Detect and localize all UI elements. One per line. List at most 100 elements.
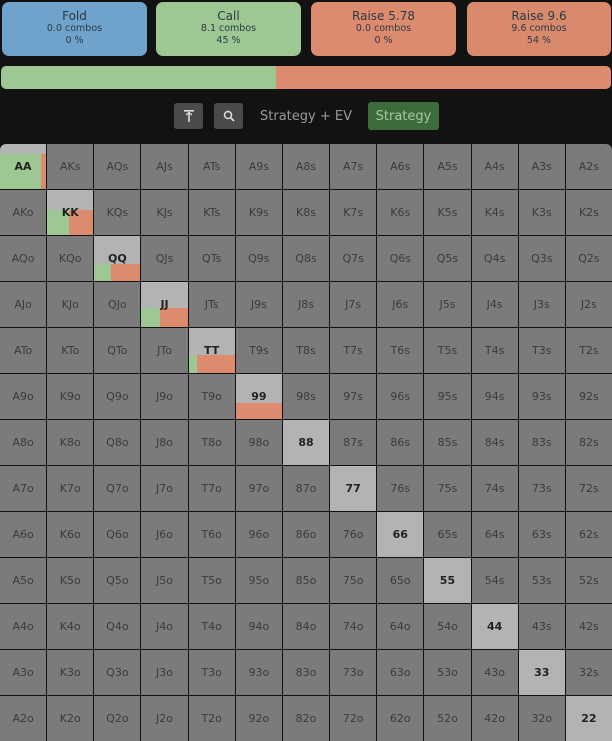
hand-cell-A7s[interactable]: A7s: [330, 144, 377, 189]
hand-cell-92o[interactable]: 92o: [235, 696, 282, 741]
strategy-tab[interactable]: Strategy: [368, 102, 439, 130]
hand-cell-KJs[interactable]: KJs: [141, 190, 188, 235]
hand-cell-84s[interactable]: 84s: [471, 420, 518, 465]
hand-cell-96o[interactable]: 96o: [235, 512, 282, 557]
hand-cell-K7s[interactable]: K7s: [330, 190, 377, 235]
hand-cell-43o[interactable]: 43o: [471, 650, 518, 695]
hand-cell-Q5o[interactable]: Q5o: [94, 558, 141, 603]
hand-cell-Q2o[interactable]: Q2o: [94, 696, 141, 741]
hand-cell-Q5s[interactable]: Q5s: [424, 236, 471, 281]
hand-cell-A2o[interactable]: A2o: [0, 696, 47, 741]
hand-cell-98o[interactable]: 98o: [235, 420, 282, 465]
hand-cell-62s[interactable]: 62s: [565, 512, 612, 557]
hand-cell-42o[interactable]: 42o: [471, 696, 518, 741]
hand-cell-AKo[interactable]: AKo: [0, 190, 47, 235]
hand-cell-87s[interactable]: 87s: [330, 420, 377, 465]
hand-cell-Q8s[interactable]: Q8s: [282, 236, 330, 281]
hand-cell-K4o[interactable]: K4o: [47, 604, 94, 649]
hand-cell-KQo[interactable]: KQo: [47, 236, 94, 281]
hand-cell-KK[interactable]: KK: [47, 190, 94, 235]
hand-cell-A3o[interactable]: A3o: [0, 650, 47, 695]
hand-cell-K2s[interactable]: K2s: [565, 190, 612, 235]
hand-cell-T4s[interactable]: T4s: [471, 328, 518, 373]
hand-cell-J7o[interactable]: J7o: [141, 466, 188, 511]
hand-cell-Q6s[interactable]: Q6s: [377, 236, 424, 281]
hand-cell-85s[interactable]: 85s: [424, 420, 471, 465]
hand-cell-53o[interactable]: 53o: [424, 650, 471, 695]
hand-cell-QQ[interactable]: QQ: [94, 236, 141, 281]
hand-cell-J4s[interactable]: J4s: [471, 282, 518, 327]
hand-cell-K5o[interactable]: K5o: [47, 558, 94, 603]
hand-cell-QTs[interactable]: QTs: [188, 236, 235, 281]
hand-cell-KTo[interactable]: KTo: [47, 328, 94, 373]
hand-cell-K8s[interactable]: K8s: [282, 190, 330, 235]
hand-cell-32o[interactable]: 32o: [518, 696, 565, 741]
action-raise-5-78-card[interactable]: Raise 5.78 0.0 combos 0 %: [311, 2, 456, 56]
hand-cell-K9o[interactable]: K9o: [47, 374, 94, 419]
hand-cell-Q7s[interactable]: Q7s: [330, 236, 377, 281]
hand-cell-JTo[interactable]: JTo: [141, 328, 188, 373]
hand-cell-T9o[interactable]: T9o: [188, 374, 235, 419]
hand-cell-A2s[interactable]: A2s: [565, 144, 612, 189]
hand-cell-42s[interactable]: 42s: [565, 604, 612, 649]
action-call-card[interactable]: Call 8.1 combos 45 %: [156, 2, 301, 56]
hand-cell-95o[interactable]: 95o: [235, 558, 282, 603]
hand-cell-96s[interactable]: 96s: [377, 374, 424, 419]
hand-cell-J8o[interactable]: J8o: [141, 420, 188, 465]
hand-cell-72s[interactable]: 72s: [565, 466, 612, 511]
hand-cell-T4o[interactable]: T4o: [188, 604, 235, 649]
hand-cell-94s[interactable]: 94s: [471, 374, 518, 419]
hand-cell-KTs[interactable]: KTs: [188, 190, 235, 235]
hand-cell-J3s[interactable]: J3s: [518, 282, 565, 327]
hand-cell-52o[interactable]: 52o: [424, 696, 471, 741]
hand-cell-Q2s[interactable]: Q2s: [565, 236, 612, 281]
hand-cell-52s[interactable]: 52s: [565, 558, 612, 603]
hand-cell-87o[interactable]: 87o: [282, 466, 330, 511]
hand-cell-T7o[interactable]: T7o: [188, 466, 235, 511]
hand-cell-84o[interactable]: 84o: [282, 604, 330, 649]
hand-cell-A4s[interactable]: A4s: [471, 144, 518, 189]
hand-cell-K3s[interactable]: K3s: [518, 190, 565, 235]
hand-cell-73o[interactable]: 73o: [330, 650, 377, 695]
hand-cell-86s[interactable]: 86s: [377, 420, 424, 465]
hand-cell-Q9o[interactable]: Q9o: [94, 374, 141, 419]
hand-cell-74o[interactable]: 74o: [330, 604, 377, 649]
hand-cell-K3o[interactable]: K3o: [47, 650, 94, 695]
hand-cell-J4o[interactable]: J4o: [141, 604, 188, 649]
hand-cell-97o[interactable]: 97o: [235, 466, 282, 511]
hand-cell-83o[interactable]: 83o: [282, 650, 330, 695]
hand-cell-76o[interactable]: 76o: [330, 512, 377, 557]
hand-cell-Q8o[interactable]: Q8o: [94, 420, 141, 465]
hand-cell-ATs[interactable]: ATs: [188, 144, 235, 189]
hand-cell-92s[interactable]: 92s: [565, 374, 612, 419]
hand-cell-A9o[interactable]: A9o: [0, 374, 47, 419]
hand-cell-93o[interactable]: 93o: [235, 650, 282, 695]
hand-cell-AQo[interactable]: AQo: [0, 236, 47, 281]
hand-cell-K4s[interactable]: K4s: [471, 190, 518, 235]
hand-cell-AJo[interactable]: AJo: [0, 282, 47, 327]
hand-cell-J9s[interactable]: J9s: [235, 282, 282, 327]
hand-cell-85o[interactable]: 85o: [282, 558, 330, 603]
hand-cell-K6o[interactable]: K6o: [47, 512, 94, 557]
hand-cell-A6o[interactable]: A6o: [0, 512, 47, 557]
hand-cell-J8s[interactable]: J8s: [282, 282, 330, 327]
hand-cell-K6s[interactable]: K6s: [377, 190, 424, 235]
hand-cell-55[interactable]: 55: [424, 558, 471, 603]
hand-cell-Q3o[interactable]: Q3o: [94, 650, 141, 695]
hand-cell-83s[interactable]: 83s: [518, 420, 565, 465]
hand-cell-J9o[interactable]: J9o: [141, 374, 188, 419]
hand-cell-A3s[interactable]: A3s: [518, 144, 565, 189]
hand-cell-54o[interactable]: 54o: [424, 604, 471, 649]
hand-cell-Q4s[interactable]: Q4s: [471, 236, 518, 281]
hand-cell-A8s[interactable]: A8s: [282, 144, 330, 189]
hand-cell-98s[interactable]: 98s: [282, 374, 330, 419]
hand-cell-33[interactable]: 33: [518, 650, 565, 695]
hand-cell-T6s[interactable]: T6s: [377, 328, 424, 373]
hand-cell-K2o[interactable]: K2o: [47, 696, 94, 741]
hand-cell-32s[interactable]: 32s: [565, 650, 612, 695]
hand-cell-QTo[interactable]: QTo: [94, 328, 141, 373]
hand-cell-K5s[interactable]: K5s: [424, 190, 471, 235]
hand-cell-A8o[interactable]: A8o: [0, 420, 47, 465]
hand-cell-T5o[interactable]: T5o: [188, 558, 235, 603]
hand-cell-Q9s[interactable]: Q9s: [235, 236, 282, 281]
